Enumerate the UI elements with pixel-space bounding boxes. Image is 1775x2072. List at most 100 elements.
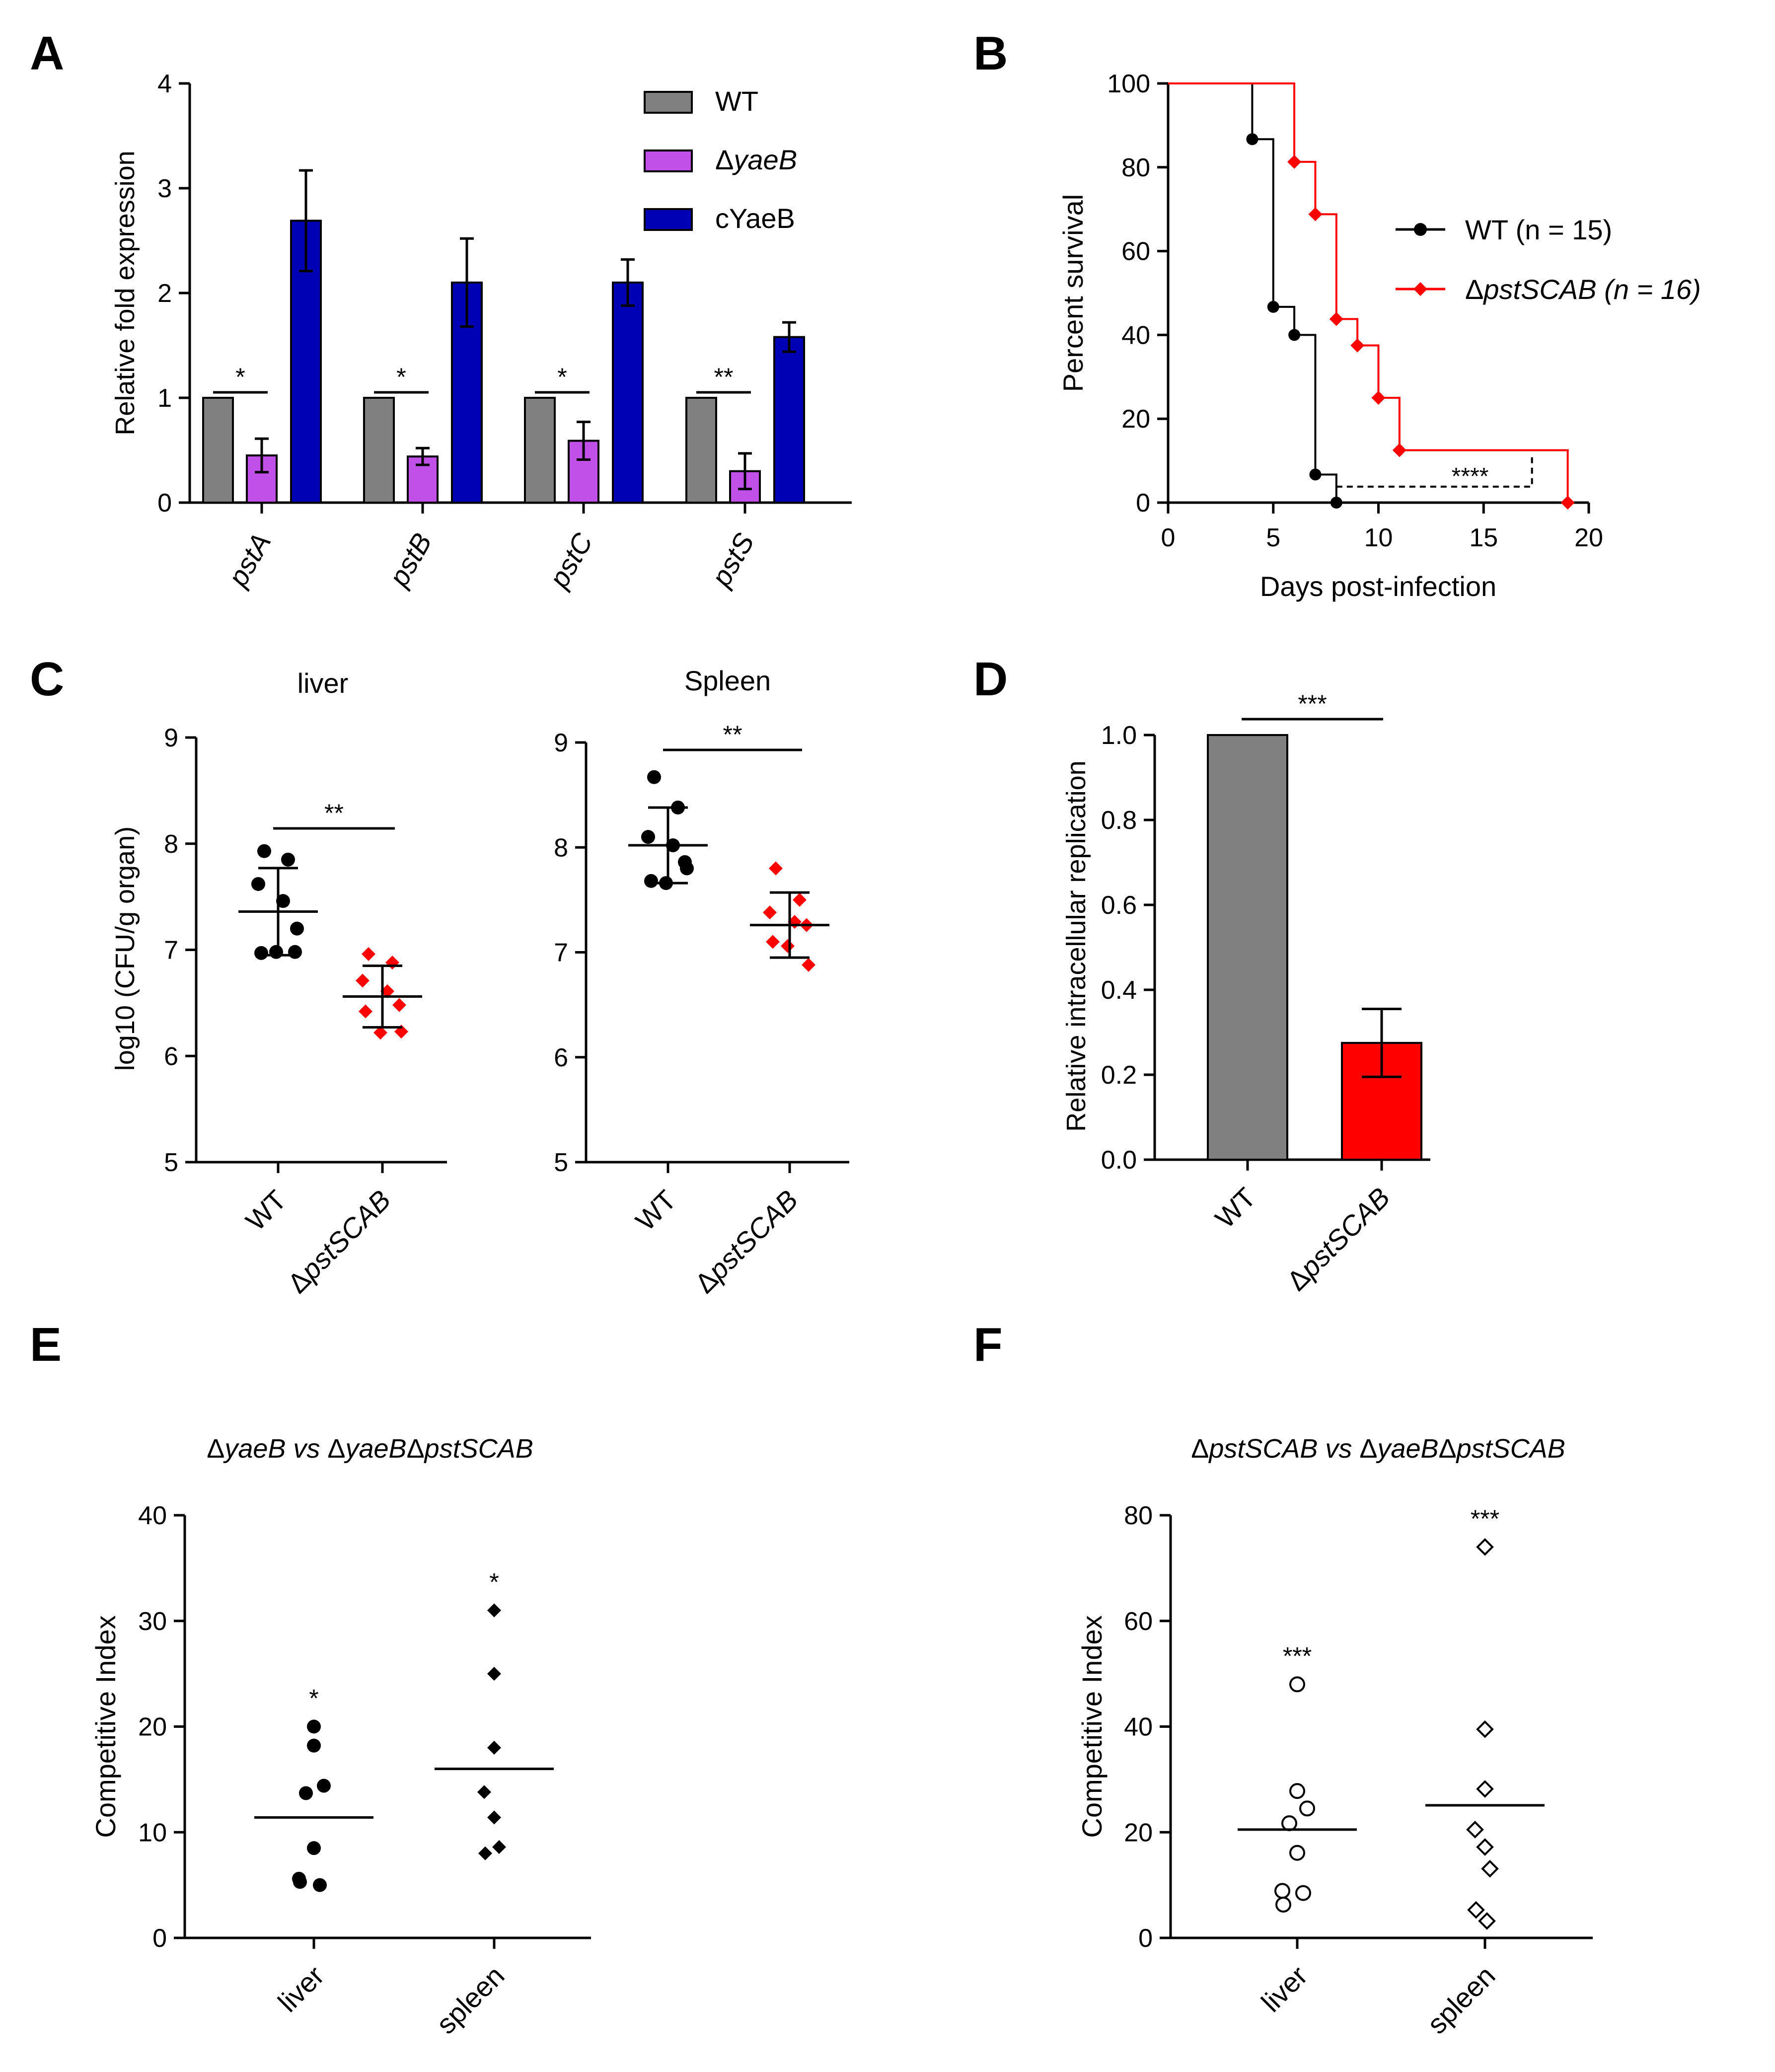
x-tick-label: ΔpstSCAB: [689, 1184, 804, 1299]
bar-ΔpstSCAB: ΔpstSCAB: [1281, 1007, 1422, 1297]
data-point: [1466, 1821, 1484, 1839]
significance-pstB: *: [374, 363, 429, 394]
label-part: Δ: [715, 144, 734, 175]
data-point: [307, 1738, 321, 1753]
y-tick-label: 8: [554, 833, 568, 862]
y-tick-label: 6: [164, 1042, 178, 1071]
bar-group-pstS: ** pstS: [685, 321, 805, 592]
significance-label: ***: [1471, 1505, 1499, 1533]
y-axis-label: log10 (CFU/g organ): [110, 826, 140, 1071]
label-part: yaeB: [1375, 1434, 1438, 1464]
data-point: [290, 921, 304, 936]
event-marker: [1288, 329, 1301, 341]
series-ΔpstSCAB (n = 16): [1168, 82, 1575, 510]
data-point: [647, 770, 661, 784]
label-part: Δ: [1439, 1434, 1457, 1464]
data-point: [1289, 1845, 1305, 1861]
data-point: [257, 844, 271, 858]
survival-curve: [1168, 82, 1337, 503]
y-tick-label: 60: [1124, 1607, 1153, 1636]
legend-swatch: [644, 208, 693, 231]
data-point: [769, 861, 783, 876]
label-part: pstSCAB: [1293, 1182, 1396, 1284]
y-axis-label: Relative fold expression: [110, 150, 140, 435]
x-tick-label: 10: [1364, 523, 1393, 552]
significance-label: *: [235, 363, 245, 391]
data-point: [373, 1026, 387, 1040]
significance-label: *: [309, 1685, 318, 1712]
data-point: [1274, 1883, 1290, 1899]
legend-swatch: [644, 91, 693, 114]
data-point: [487, 1603, 501, 1618]
bar-WT: [524, 397, 556, 504]
data-point: [492, 1840, 506, 1854]
data-point: [1476, 1720, 1494, 1738]
legend-label: WT (n = 15): [1465, 214, 1612, 245]
series-WT (n = 15): [1168, 82, 1342, 509]
y-tick-label: 2: [157, 279, 172, 308]
event-marker: [1246, 133, 1258, 146]
data-point: [1299, 1800, 1315, 1817]
chart-title: ΔyaeB vs ΔyaeBΔpstSCAB: [207, 1434, 533, 1464]
x-tick-label: WT: [239, 1184, 292, 1237]
label-part: Δ: [327, 1434, 345, 1464]
event-marker: [1392, 443, 1406, 457]
bar-cYaeB: [612, 281, 644, 504]
y-tick-label: 100: [1107, 70, 1150, 98]
label-part: pstSCAB vs: [1208, 1434, 1359, 1464]
data-point: [487, 1810, 501, 1825]
bar: [1207, 734, 1288, 1161]
data-point: [299, 1786, 313, 1800]
label-part: pstSCAB: [294, 1184, 397, 1287]
data-point: [1478, 1912, 1496, 1930]
y-axis: 5 6 7 8 9: [554, 729, 588, 1177]
y-tick-label: 40: [138, 1501, 167, 1530]
y-tick-label: 80: [1124, 1501, 1153, 1530]
significance: ****: [1336, 455, 1533, 490]
label-part: pstSCAB: [701, 1184, 804, 1287]
survival-curve: [1168, 82, 1569, 503]
data-point: [1476, 1538, 1494, 1556]
label-part: pstSCAB: [424, 1434, 533, 1464]
y-tick-label: 3: [157, 174, 172, 203]
y-tick-label: 5: [554, 1148, 568, 1177]
data-point: [288, 945, 302, 959]
panel-label-E: E: [30, 1318, 62, 1371]
label-part: Δ: [407, 1434, 425, 1464]
y-tick-label: 0.2: [1101, 1061, 1137, 1090]
y-tick-label: 10: [138, 1818, 167, 1847]
y-axis: 0 1 2 3 4: [157, 70, 191, 518]
y-tick-label: 4: [157, 70, 172, 98]
y-tick-label: 0: [152, 1924, 167, 1953]
data-point: [307, 1841, 321, 1855]
data-point: [793, 892, 807, 907]
significance: **: [663, 721, 802, 751]
y-tick-label: 5: [164, 1148, 178, 1177]
y-tick-label: 7: [554, 939, 568, 967]
x-tick-label: spleen: [1421, 1960, 1501, 2040]
significance-pstS: **: [696, 363, 751, 394]
y-tick-label: 9: [554, 729, 568, 757]
label-part: pstSCAB (n = 16): [1482, 274, 1701, 305]
label-part: yaeB vs: [222, 1434, 327, 1464]
data-point: [276, 894, 290, 908]
x-tick-label: pstA: [222, 528, 277, 592]
data-point: [1467, 1901, 1485, 1919]
bar-group-pstB: * pstB: [363, 237, 483, 592]
group-ΔpstSCAB: ΔpstSCAB: [282, 947, 422, 1299]
y-tick-label: 20: [1121, 405, 1150, 434]
group-liver: *** liver: [1238, 1642, 1357, 2018]
data-point: [1275, 1896, 1291, 1913]
y-tick-label: 9: [164, 724, 178, 752]
data-point: [1295, 1885, 1311, 1901]
y-axis-label: Percent survival: [1057, 194, 1089, 392]
y-tick-label: 30: [138, 1607, 167, 1636]
label-part: Δ: [1191, 1434, 1209, 1464]
data-point: [487, 1667, 501, 1681]
group-WT: WT: [628, 770, 708, 1237]
data-point: [307, 1719, 321, 1734]
bar-cYaeB: [773, 336, 805, 504]
significance: ***: [1242, 690, 1383, 721]
